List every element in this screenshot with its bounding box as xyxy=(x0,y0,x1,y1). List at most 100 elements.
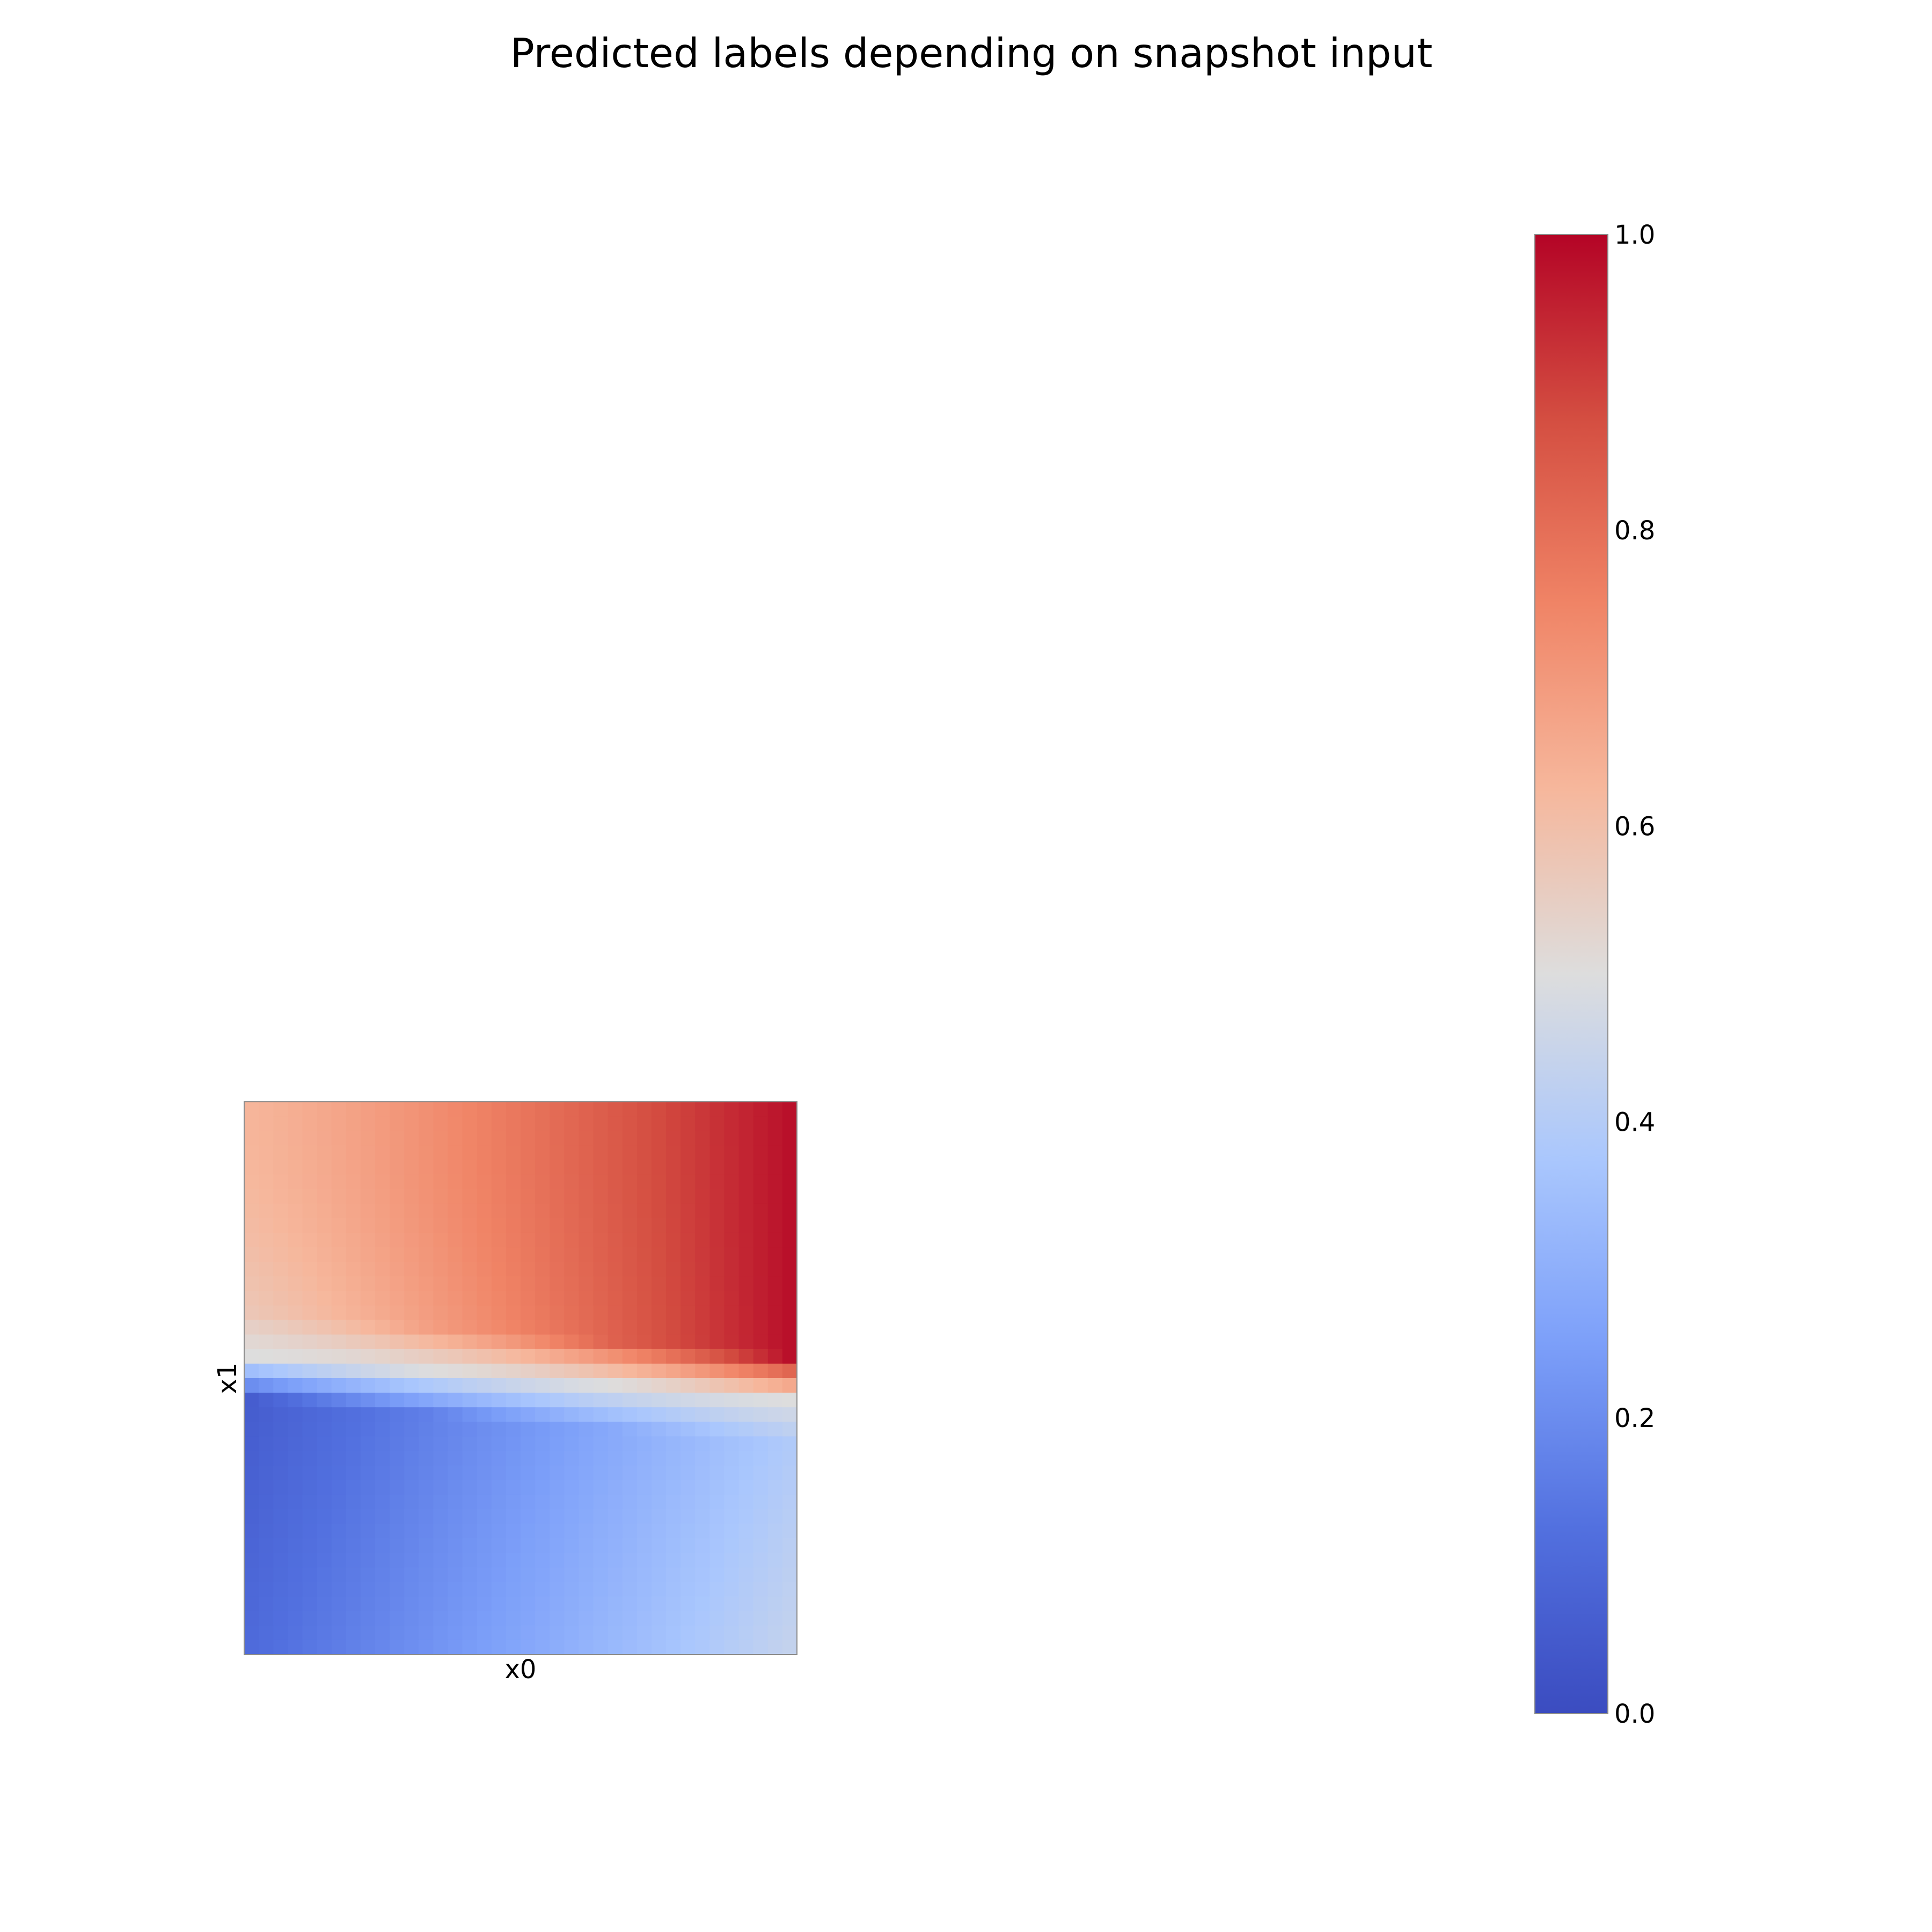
heatmap-cell xyxy=(288,1131,303,1146)
heatmap-cell xyxy=(346,1480,361,1495)
heatmap-cell xyxy=(680,1174,696,1190)
heatmap-cell xyxy=(550,1436,565,1452)
heatmap-cell xyxy=(753,1509,769,1524)
heatmap-cell xyxy=(404,1189,419,1204)
heatmap-cell xyxy=(782,1102,797,1117)
heatmap-cell xyxy=(593,1160,609,1175)
heatmap-cell xyxy=(375,1465,390,1481)
heatmap-cell xyxy=(317,1116,332,1131)
heatmap-cell xyxy=(273,1596,288,1612)
heatmap-cell xyxy=(709,1480,725,1495)
heatmap-cell xyxy=(680,1189,696,1204)
heatmap-cell xyxy=(477,1247,492,1262)
heatmap-cell xyxy=(259,1218,274,1233)
heatmap-cell xyxy=(491,1218,507,1233)
heatmap-cell xyxy=(273,1247,288,1262)
heatmap-cell xyxy=(608,1363,623,1379)
heatmap-cell xyxy=(433,1349,449,1364)
heatmap-cell xyxy=(608,1189,623,1204)
heatmap-cell xyxy=(404,1611,419,1626)
heatmap-cell xyxy=(273,1232,288,1248)
heatmap-cell xyxy=(404,1174,419,1190)
heatmap-cell xyxy=(680,1102,696,1117)
heatmap-cell xyxy=(666,1145,681,1161)
heatmap-cell xyxy=(753,1145,769,1161)
heatmap-cell xyxy=(666,1247,681,1262)
heatmap-cell xyxy=(491,1393,507,1408)
heatmap-cell xyxy=(346,1291,361,1306)
heatmap-cell xyxy=(564,1189,580,1204)
heatmap-cell xyxy=(390,1596,405,1612)
heatmap-cell xyxy=(244,1553,259,1568)
heatmap-cell xyxy=(288,1422,303,1437)
heatmap-cell xyxy=(346,1349,361,1364)
heatmap-cell xyxy=(651,1553,667,1568)
heatmap-cell xyxy=(738,1582,754,1597)
heatmap-cell xyxy=(346,1334,361,1350)
heatmap-cell xyxy=(273,1145,288,1161)
heatmap-cell xyxy=(331,1363,347,1379)
heatmap-cell xyxy=(767,1276,783,1291)
heatmap-cell xyxy=(593,1611,609,1626)
heatmap-cell xyxy=(593,1363,609,1379)
heatmap-cell xyxy=(448,1262,463,1277)
heatmap-cell xyxy=(419,1189,434,1204)
heatmap-cell xyxy=(651,1320,667,1335)
heatmap-cell xyxy=(302,1407,318,1422)
heatmap-cell xyxy=(477,1160,492,1175)
heatmap-cell xyxy=(666,1640,681,1655)
heatmap-cell xyxy=(317,1625,332,1641)
heatmap-cell xyxy=(782,1422,797,1437)
heatmap-cell xyxy=(491,1480,507,1495)
heatmap-cell xyxy=(709,1145,725,1161)
heatmap-cell xyxy=(288,1218,303,1233)
heatmap-cell xyxy=(636,1349,652,1364)
heatmap-cell xyxy=(564,1349,580,1364)
heatmap-cell xyxy=(550,1378,565,1393)
heatmap-cell xyxy=(535,1553,550,1568)
heatmap-cell xyxy=(753,1262,769,1277)
heatmap-cell xyxy=(404,1232,419,1248)
heatmap-cell xyxy=(317,1131,332,1146)
heatmap-cell xyxy=(709,1582,725,1597)
heatmap-cell xyxy=(419,1378,434,1393)
heatmap-cell xyxy=(390,1276,405,1291)
heatmap-cell xyxy=(448,1509,463,1524)
heatmap-cell xyxy=(593,1465,609,1481)
heatmap-cell xyxy=(695,1625,710,1641)
heatmap-cell xyxy=(636,1291,652,1306)
heatmap-cell xyxy=(709,1509,725,1524)
heatmap-cell xyxy=(738,1480,754,1495)
heatmap-cell xyxy=(724,1131,740,1146)
heatmap-cell xyxy=(535,1291,550,1306)
heatmap-cell xyxy=(477,1102,492,1117)
heatmap-cell xyxy=(753,1422,769,1437)
heatmap-cell xyxy=(259,1611,274,1626)
heatmap-cell xyxy=(317,1334,332,1350)
heatmap-cell xyxy=(695,1494,710,1510)
heatmap-cell xyxy=(491,1349,507,1364)
heatmap-cell xyxy=(636,1524,652,1539)
heatmap-cell xyxy=(491,1407,507,1422)
heatmap-cell xyxy=(288,1349,303,1364)
heatmap-cell xyxy=(579,1320,594,1335)
heatmap-cell xyxy=(331,1393,347,1408)
heatmap-cell xyxy=(462,1218,478,1233)
heatmap-cell xyxy=(404,1582,419,1597)
heatmap-cell xyxy=(491,1291,507,1306)
heatmap-cell xyxy=(564,1524,580,1539)
heatmap-cell xyxy=(651,1509,667,1524)
heatmap-cell xyxy=(724,1596,740,1612)
heatmap-cell xyxy=(535,1131,550,1146)
heatmap-cell xyxy=(550,1363,565,1379)
heatmap-cell xyxy=(302,1596,318,1612)
heatmap-cell xyxy=(593,1116,609,1131)
heatmap-cell xyxy=(375,1596,390,1612)
heatmap-cell xyxy=(331,1553,347,1568)
heatmap-cell xyxy=(579,1131,594,1146)
heatmap-cell xyxy=(724,1174,740,1190)
heatmap-cell xyxy=(375,1291,390,1306)
heatmap-cell xyxy=(724,1276,740,1291)
heatmap-cell xyxy=(738,1538,754,1553)
heatmap-cell xyxy=(666,1276,681,1291)
